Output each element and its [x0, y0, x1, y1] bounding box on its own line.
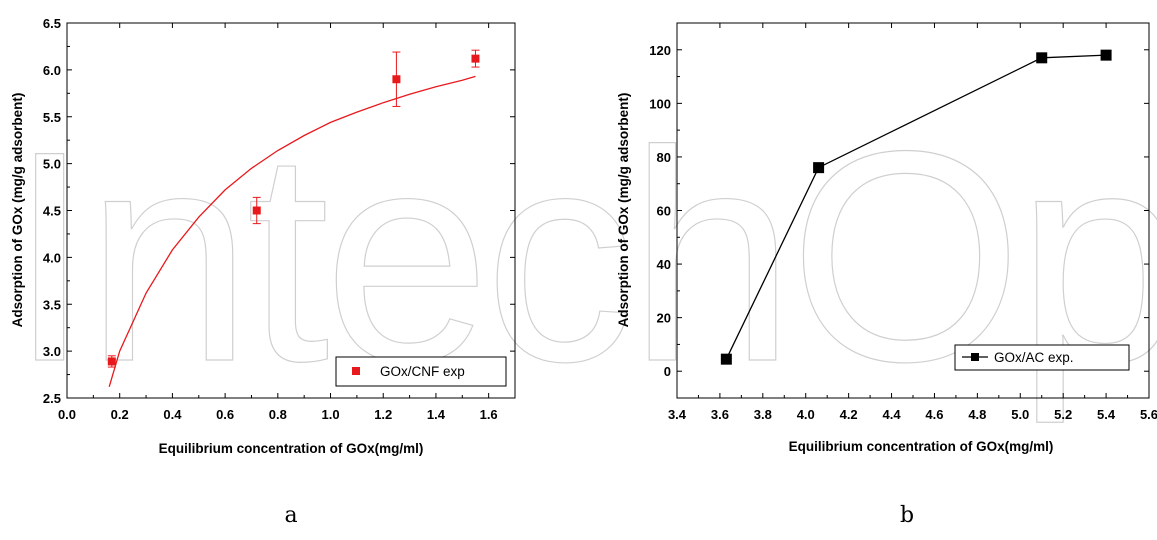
chart-b-y-axis: 0 20 40 60 80 100 120 — [649, 43, 1149, 379]
chart-b-y-tick-label: 40 — [657, 257, 671, 272]
chart-a-legend: GOx/CNF exp — [335, 356, 507, 387]
chart-a-x-tick-label: 0.4 — [163, 407, 182, 422]
chart-b-data-point — [1100, 49, 1112, 61]
chart-b-x-label: Equilibrium concentration of GOx(mg/ml) — [789, 439, 1054, 454]
chart-b-legend: GOx/AC exp. — [954, 344, 1130, 371]
chart-b-x-tick-label: 3.4 — [668, 407, 687, 422]
chart-a-legend-marker — [352, 367, 360, 375]
chart-a-x-axis: 0.0 0.2 0.4 0.6 0.8 1.0 1.2 1.4 1.6 — [58, 23, 498, 422]
chart-a-data-point — [471, 54, 480, 63]
chart-b-x-tick-label: 4.6 — [925, 407, 943, 422]
chart-a-y-tick-label: 3.0 — [43, 344, 61, 359]
chart-a-y-axis: 2.5 3.0 3.5 4.0 4.5 5.0 5.5 6.0 6.5 — [43, 16, 515, 406]
chart-b-legend-marker — [971, 353, 979, 361]
chart-a-x-label: Equilibrium concentration of GOx(mg/ml) — [159, 441, 424, 456]
panel-label-a: a — [284, 503, 297, 528]
chart-a-x-tick-label: 0.8 — [269, 407, 287, 422]
chart-a-x-tick-label: 0.0 — [58, 407, 76, 422]
chart-a-legend-label: GOx/CNF exp — [380, 364, 465, 379]
chart-b-x-tick-label: 5.0 — [1011, 407, 1029, 422]
chart-a-y-tick-label: 5.0 — [43, 157, 61, 172]
chart-a-x-tick-label: 1.4 — [427, 407, 446, 422]
chart-a-data-point — [252, 206, 261, 215]
chart-a-y-tick-label: 5.5 — [43, 110, 61, 125]
chart-b-y-tick-label: 20 — [657, 311, 671, 326]
panel-label-b: b — [900, 503, 914, 528]
chart-b-y-tick-label: 60 — [657, 204, 671, 219]
chart-b-y-tick-label: 120 — [649, 43, 671, 58]
chart-b-x-tick-label: 4.8 — [968, 407, 986, 422]
chart-a-plot-area — [107, 49, 480, 387]
watermark: IntechOpen — [8, 88, 1157, 426]
chart-a-y-label: Adsorption of GOx (mg/g adsorbent) — [10, 93, 25, 328]
chart-b-legend-label: GOx/AC exp. — [994, 350, 1074, 365]
chart-a-y-tick-label: 6.0 — [43, 63, 61, 78]
chart-b-y-tick-label: 0 — [664, 364, 671, 379]
chart-a-y-tick-label: 2.5 — [43, 391, 61, 406]
chart-a-fit-curve — [108, 75, 476, 387]
chart-b-x-tick-label: 5.4 — [1097, 407, 1116, 422]
chart-a-y-tick-label: 4.5 — [43, 204, 61, 219]
chart-b-x-tick-label: 5.2 — [1054, 407, 1072, 422]
chart-b-y-tick-label: 80 — [657, 150, 671, 165]
chart-a-x-tick-label: 1.6 — [480, 407, 498, 422]
chart-b-data-point — [1036, 52, 1048, 64]
chart-b-data-point — [720, 353, 732, 365]
chart-b-y-label: Adsorption of GOx (mg/g adsorbent) — [616, 93, 631, 328]
chart-a: 0.0 0.2 0.4 0.6 0.8 1.0 1.2 1.4 1.6 2.5 3.0 3.5 4.0… — [10, 16, 516, 528]
chart-b-x-tick-label: 4.4 — [883, 407, 902, 422]
chart-b: 3.4 3.6 3.8 4.0 4.2 4.4 4.6 4.8 5.0 5.2 5.4 5.6 0 20… — [616, 22, 1157, 528]
chart-b-x-tick-label: 5.6 — [1140, 407, 1157, 422]
chart-a-y-tick-label: 3.5 — [43, 297, 61, 312]
chart-b-y-tick-label: 100 — [649, 96, 671, 111]
chart-b-x-axis: 3.4 3.6 3.8 4.0 4.2 4.4 4.6 4.8 5.0 5.2 5.4 5.6 — [668, 23, 1157, 422]
chart-a-x-tick-label: 1.0 — [321, 407, 339, 422]
chart-b-plot-area — [720, 49, 1112, 365]
chart-a-data-point — [107, 357, 116, 366]
chart-b-series-line — [725, 54, 1107, 360]
chart-a-y-tick-label: 4.0 — [43, 250, 61, 265]
chart-a-x-tick-label: 0.2 — [111, 407, 129, 422]
chart-b-x-tick-label: 4.2 — [840, 407, 858, 422]
chart-a-data-point — [392, 75, 401, 84]
chart-a-legend-box — [335, 356, 507, 387]
chart-b-x-tick-label: 3.8 — [754, 407, 772, 422]
chart-b-x-tick-label: 4.0 — [797, 407, 815, 422]
chart-a-x-tick-label: 0.6 — [216, 407, 234, 422]
chart-a-y-tick-label: 6.5 — [43, 16, 61, 31]
chart-a-x-tick-label: 1.2 — [374, 407, 392, 422]
chart-b-x-tick-label: 3.6 — [711, 407, 729, 422]
chart-b-data-point — [813, 162, 825, 174]
